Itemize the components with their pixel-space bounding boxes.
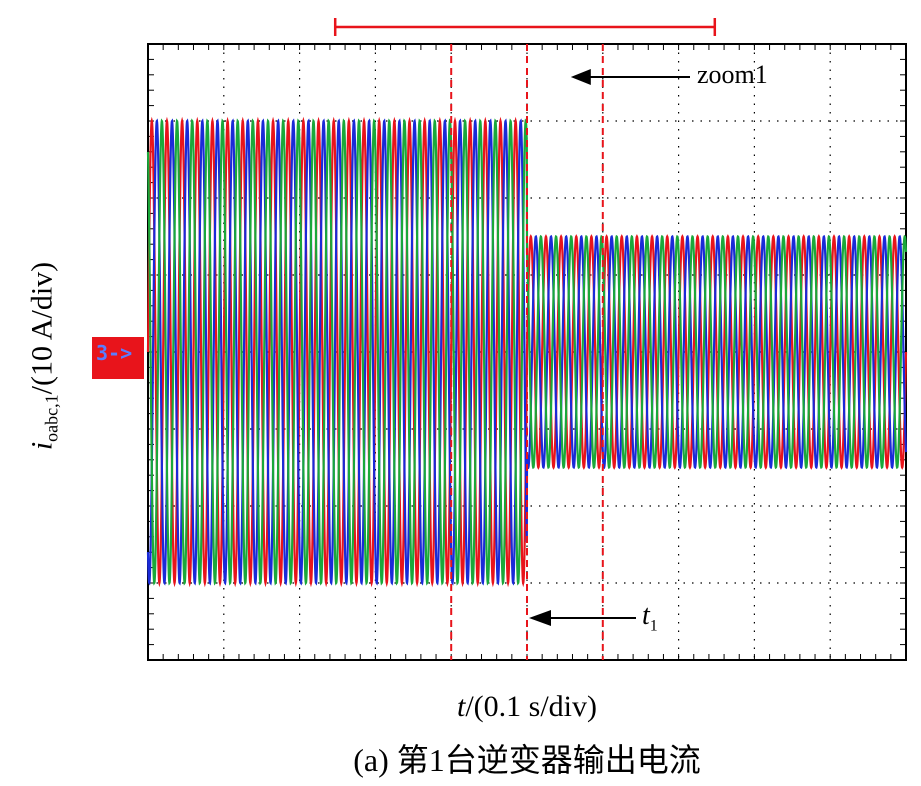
- trace-phase-1: [146, 116, 908, 588]
- y-axis-label-var: i: [25, 441, 59, 451]
- event-label: t1: [642, 600, 658, 636]
- y-axis-label-subscript: oabc,1: [41, 394, 62, 442]
- figure-caption: (a) 第1台逆变器输出电流: [353, 742, 701, 778]
- channel-marker: [92, 337, 144, 379]
- t1-arrow-head: [529, 610, 551, 626]
- y-axis-label-unit: /(10 A/div): [25, 261, 59, 395]
- zoom-label: zoom1: [697, 60, 768, 89]
- x-axis-label-var: t: [456, 690, 466, 723]
- x-axis-label: t/(0.1 s/div): [457, 690, 597, 724]
- event-label-var: t: [642, 600, 650, 631]
- zoom-arrow-head: [570, 69, 591, 85]
- y-axis-label: ioabc,1/(10 A/div): [26, 262, 63, 450]
- event-label-subscript: 1: [649, 617, 658, 635]
- channel-marker-label: 3->: [96, 341, 133, 365]
- annotations: [333, 18, 717, 660]
- x-axis-label-unit: /(0.1 s/div): [465, 690, 598, 723]
